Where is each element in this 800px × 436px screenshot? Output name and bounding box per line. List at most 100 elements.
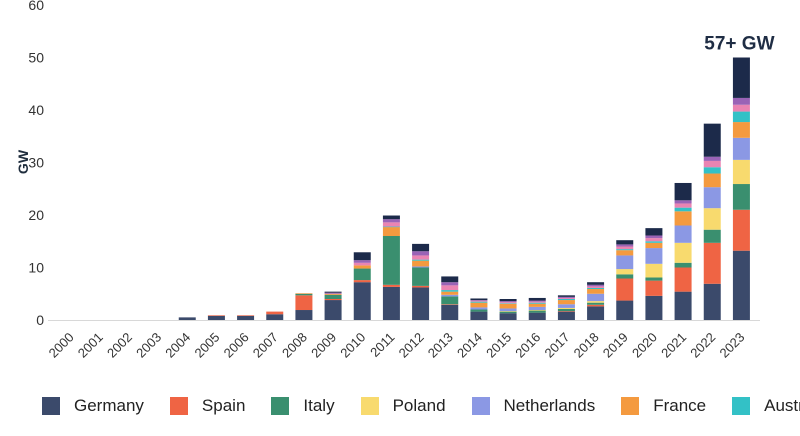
bar-segment — [499, 308, 517, 312]
bar-segment — [324, 291, 342, 293]
bar-segment — [207, 315, 225, 320]
x-tick-label: 2017 — [541, 330, 572, 361]
bar-segment — [674, 207, 692, 212]
bar-segment — [499, 311, 517, 314]
x-tick-label: 2003 — [133, 330, 164, 361]
bar-segment — [353, 265, 371, 269]
bar-segment — [353, 282, 371, 320]
bar-segment — [412, 243, 430, 252]
bar-segment — [470, 302, 488, 308]
bar-segment — [703, 160, 721, 168]
bar-segment — [616, 274, 634, 279]
bar-segment — [674, 291, 692, 320]
bar-segment — [528, 306, 546, 311]
bar-segment — [703, 156, 721, 161]
bar-segment — [470, 300, 488, 301]
bar-segment — [441, 290, 459, 292]
bar-segment — [645, 295, 663, 320]
bar-segment — [441, 285, 459, 291]
bar-segment — [732, 104, 750, 112]
y-tick-label: 50 — [28, 50, 44, 66]
bar-segment — [353, 260, 371, 263]
bar-segment — [499, 313, 517, 320]
bar-segment — [645, 241, 663, 243]
x-tick-label: 2022 — [687, 330, 718, 361]
bar-segment — [237, 315, 255, 320]
bar-segment — [178, 317, 196, 321]
x-tick-label: 2001 — [75, 330, 106, 361]
bar-segment — [441, 291, 459, 295]
bar-segment — [557, 300, 575, 305]
y-axis-title: GW — [15, 149, 31, 174]
x-tick-label: 2010 — [337, 330, 368, 361]
x-tick-label: 2013 — [425, 330, 456, 361]
bar-segment — [732, 57, 750, 98]
x-tick-label: 2006 — [221, 330, 252, 361]
bar-segment — [470, 307, 488, 310]
bar-segment — [412, 285, 430, 288]
total-annotation: 57+ GW — [704, 34, 774, 55]
bar-segment — [732, 159, 750, 185]
bar-segment — [382, 222, 400, 227]
bar-segment — [324, 292, 342, 294]
x-tick-label: 2011 — [367, 330, 397, 360]
bar-segment — [324, 300, 342, 320]
y-tick-label: 10 — [28, 260, 44, 276]
bar-segment — [499, 311, 517, 312]
bar-segment — [412, 267, 430, 286]
bar-segment — [616, 278, 634, 301]
y-tick-label: 20 — [28, 207, 44, 223]
bar-segment — [412, 251, 430, 256]
legend-swatch — [42, 397, 60, 415]
bar-segment — [674, 211, 692, 226]
bar-segment — [353, 252, 371, 261]
bar-segment — [528, 312, 546, 320]
bar-segment — [441, 276, 459, 283]
bar-segment — [295, 295, 313, 311]
bar-segment — [557, 297, 575, 299]
bar-segment — [557, 304, 575, 308]
legend-label: Netherlands — [503, 396, 596, 415]
bar-segment — [645, 238, 663, 242]
x-tick-label: 2014 — [454, 330, 485, 361]
bar-segment — [324, 294, 342, 299]
bar-segment — [732, 111, 750, 123]
x-tick-label: 2004 — [162, 330, 193, 361]
bar-segment — [528, 310, 546, 313]
bar-segment — [645, 242, 663, 249]
bar-segment — [732, 209, 750, 251]
bar-segment — [470, 300, 488, 302]
x-tick-label: 2018 — [571, 330, 602, 361]
bar-segment — [703, 208, 721, 230]
bar-segment — [528, 310, 546, 311]
x-tick-label: 2020 — [629, 330, 660, 361]
bar-segment — [732, 184, 750, 210]
x-tick-label: 2015 — [483, 330, 514, 361]
bar-segment — [412, 259, 430, 261]
bar-segment — [528, 300, 546, 302]
legend-swatch — [271, 397, 290, 415]
bar-segment — [295, 310, 313, 320]
bar-segment — [207, 315, 225, 316]
bar-segment — [587, 287, 605, 290]
bar-segment — [499, 299, 517, 302]
bar-segment — [441, 294, 459, 297]
bar-segment — [587, 286, 605, 288]
bar-segment — [645, 277, 663, 281]
legend-label: Austria — [764, 396, 800, 415]
x-tick-label: 2000 — [46, 330, 77, 361]
bar-segment — [499, 303, 517, 309]
bar-segment — [382, 219, 400, 223]
x-tick-label: 2009 — [308, 330, 339, 361]
legend-item: France — [621, 396, 706, 416]
legend-item: Austria — [732, 396, 800, 416]
legend-item: Spain — [169, 396, 245, 416]
bar-segment — [587, 293, 605, 302]
x-tick-label: 2005 — [191, 330, 222, 361]
bar-segment — [616, 255, 634, 270]
bar-segment — [528, 302, 546, 304]
bar-segment — [266, 311, 284, 315]
bar-segment — [557, 308, 575, 312]
bar-segment — [557, 296, 575, 298]
